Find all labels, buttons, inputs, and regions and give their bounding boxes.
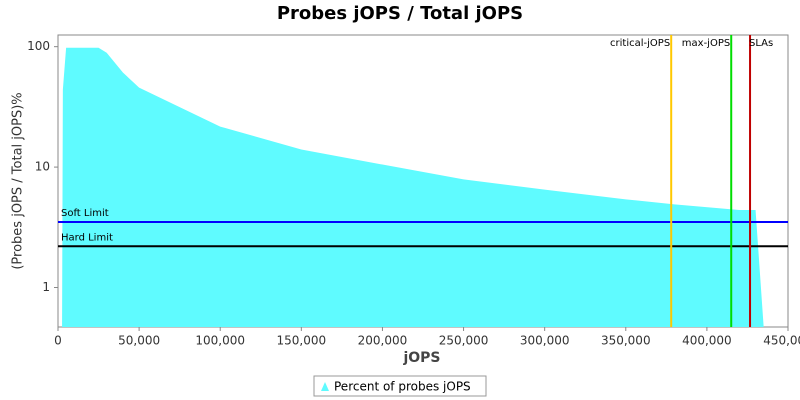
legend-marker [321,382,329,391]
reference-label: critical-jOPS [610,38,670,49]
legend-label: Percent of probes jOPS [334,380,471,394]
x-tick-label: 450,000 [763,334,800,348]
area [62,47,764,328]
y-tick-label: 10 [35,160,50,174]
x-tick-label: 200,000 [358,334,408,348]
x-tick-label: 0 [54,334,62,348]
reference-label: Hard Limit [61,232,113,243]
y-axis-label: (Probes jOPS / Total jOPS)% [11,92,26,269]
x-axis-label: jOPS [402,350,440,366]
x-tick-label: 250,000 [439,334,489,348]
y-tick-label: 100 [27,39,50,53]
reference-label: max-jOPS [682,38,730,49]
legend [313,375,487,397]
x-tick-label: 350,000 [601,334,651,348]
reference-label: SLAs [749,38,773,49]
reference-label: Soft Limit [61,208,109,219]
x-tick-label: 300,000 [520,334,570,348]
x-tick-label: 100,000 [195,334,245,348]
y-tick-label: 1 [42,280,50,294]
chart-title: Probes jOPS / Total jOPS [277,3,523,24]
x-tick-label: 150,000 [277,334,327,348]
x-tick-label: 50,000 [118,334,160,348]
x-tick-label: 400,000 [682,334,732,348]
